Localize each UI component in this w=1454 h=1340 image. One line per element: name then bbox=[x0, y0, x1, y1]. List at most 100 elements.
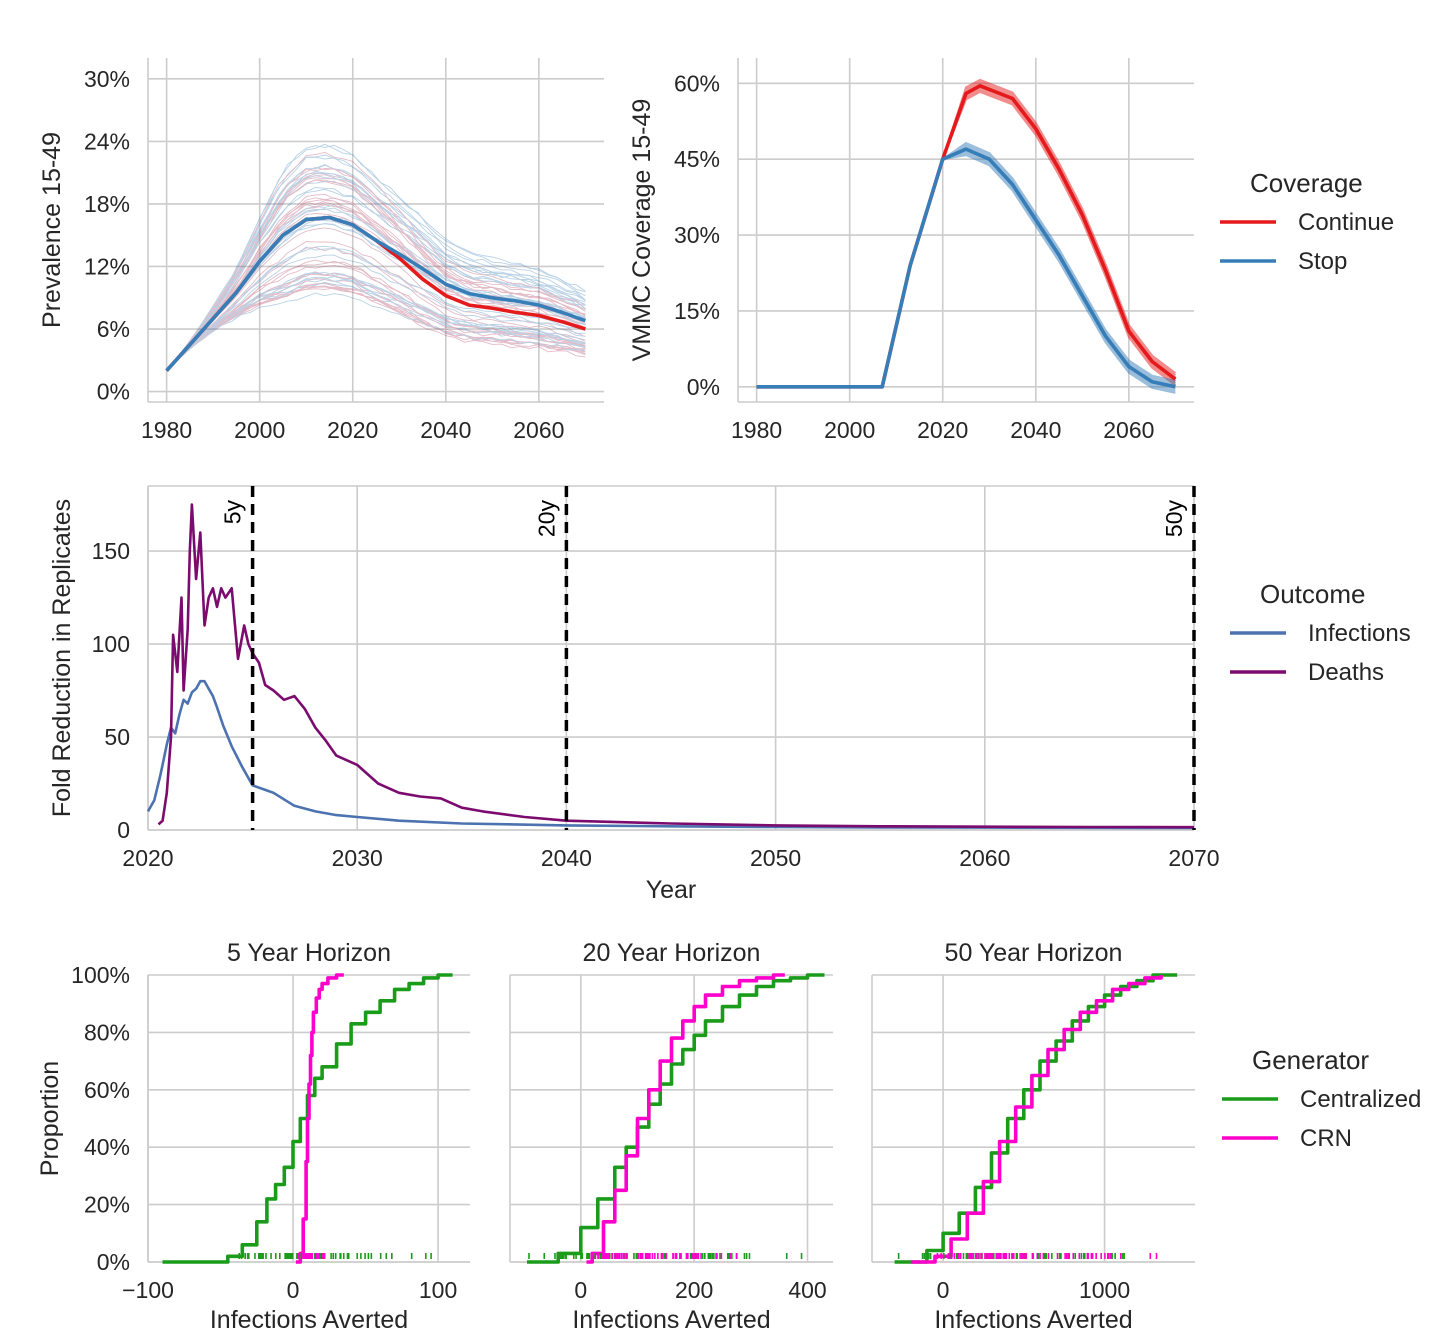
replicate-line bbox=[166, 276, 586, 372]
rug-centralized bbox=[238, 1253, 432, 1259]
y-tick-label: 50 bbox=[104, 724, 130, 750]
replicate-line bbox=[166, 174, 586, 371]
y-tick-label: 6% bbox=[97, 316, 130, 342]
replicate-line bbox=[756, 152, 1176, 392]
replicate-line bbox=[166, 265, 586, 372]
y-tick-label: 100 bbox=[92, 631, 130, 657]
replicate-line bbox=[166, 260, 586, 372]
x-tick-label: 0 bbox=[937, 1277, 950, 1303]
replicate-line bbox=[166, 143, 586, 371]
replicate-line bbox=[166, 287, 586, 372]
replicate-line bbox=[166, 179, 586, 371]
y-tick-label: 15% bbox=[674, 298, 720, 324]
y-tick-label: 30% bbox=[674, 222, 720, 248]
replicate-line bbox=[166, 273, 586, 372]
replicate-line bbox=[166, 271, 586, 372]
y-tick-label: 0 bbox=[117, 817, 130, 843]
rug-crn bbox=[591, 1253, 738, 1259]
x-axis-label: Infections Averted bbox=[572, 1306, 770, 1334]
y-axis-label: Fold Reduction in Replicates bbox=[48, 499, 76, 817]
replicate-line bbox=[166, 187, 586, 371]
series-line-centralized bbox=[894, 973, 1178, 1264]
replicate-line bbox=[166, 175, 586, 371]
replicate-line bbox=[166, 246, 586, 372]
panel-bottom-2: 0 200 400 Infections Averted 20 Year Horizon bbox=[509, 939, 833, 1334]
horizon-label: 50y bbox=[1161, 500, 1187, 538]
replicate-line bbox=[166, 271, 586, 372]
replicate-line bbox=[166, 278, 586, 372]
replicate-line bbox=[166, 144, 586, 371]
legend-label: Infections bbox=[1308, 620, 1411, 647]
replicate-line bbox=[166, 286, 586, 372]
horizon-label: 5y bbox=[220, 500, 246, 525]
y-tick-label: 100% bbox=[71, 962, 130, 988]
x-axis-label: Year bbox=[646, 876, 697, 904]
series-line-deaths bbox=[157, 503, 1195, 829]
y-tick-label: 60% bbox=[674, 70, 720, 96]
y-tick-label: 150 bbox=[92, 538, 130, 564]
x-tick-label: 200 bbox=[675, 1277, 713, 1303]
series-line-stop bbox=[756, 147, 1176, 389]
y-tick-label: 0% bbox=[97, 379, 130, 405]
y-axis-label: Proportion bbox=[36, 1061, 64, 1176]
x-tick-label: 0 bbox=[287, 1277, 300, 1303]
replicate-line bbox=[166, 292, 586, 372]
legend: Generator Centralized CRN bbox=[1222, 1045, 1421, 1152]
replicate-line bbox=[166, 180, 586, 371]
y-tick-label: 24% bbox=[84, 128, 130, 154]
replicate-lines bbox=[166, 143, 586, 372]
replicate-line bbox=[166, 227, 586, 372]
replicate-line bbox=[756, 150, 1176, 390]
replicate-line bbox=[166, 271, 586, 372]
legend-label: CRN bbox=[1300, 1125, 1352, 1152]
legend-label: Continue bbox=[1298, 209, 1394, 236]
x-tick-label: 1000 bbox=[1079, 1277, 1130, 1303]
replicate-line bbox=[166, 156, 586, 371]
replicate-line bbox=[166, 285, 586, 372]
panel-title: 20 Year Horizon bbox=[583, 939, 761, 967]
replicate-line bbox=[166, 164, 586, 371]
replicate-line bbox=[166, 241, 586, 372]
replicate-line bbox=[166, 151, 586, 371]
y-tick-label: 40% bbox=[84, 1134, 130, 1160]
x-tick-label: 2030 bbox=[332, 845, 383, 871]
panel-top-right: 1980 2000 2020 2040 2060 0% 15% 30% 45% 60% VMMC C… bbox=[628, 58, 1394, 443]
x-tick-label: 1980 bbox=[141, 417, 192, 443]
series-line-centralized bbox=[527, 973, 825, 1264]
x-tick-label: 2060 bbox=[513, 417, 564, 443]
legend: Outcome Infections Deaths bbox=[1230, 579, 1411, 686]
rug-crn bbox=[936, 1253, 1158, 1259]
y-axis-label: Prevalence 15-49 bbox=[38, 132, 66, 328]
replicate-line bbox=[166, 282, 586, 372]
x-tick-label: 2020 bbox=[327, 417, 378, 443]
replicate-line bbox=[166, 172, 586, 371]
x-tick-label: 0 bbox=[574, 1277, 587, 1303]
replicate-line bbox=[166, 207, 586, 372]
panel-bottom-1: −100 0 100 0% 20% 40% 60% 80% 100% Proportion Infe… bbox=[36, 939, 1421, 1334]
series-line-infections bbox=[146, 679, 1195, 830]
replicate-line bbox=[166, 259, 586, 372]
replicate-line bbox=[166, 201, 586, 371]
replicate-line bbox=[166, 254, 586, 372]
y-tick-label: 12% bbox=[84, 253, 130, 279]
panel-title: 5 Year Horizon bbox=[227, 939, 391, 967]
x-tick-label: 2040 bbox=[1010, 417, 1061, 443]
rug-centralized bbox=[528, 1253, 803, 1259]
x-tick-label: 2000 bbox=[824, 417, 875, 443]
replicate-line bbox=[166, 245, 586, 372]
replicate-line bbox=[166, 177, 586, 371]
legend-label: Deaths bbox=[1308, 659, 1384, 686]
replicate-line bbox=[166, 199, 586, 372]
panel-middle: 2020 2030 2040 2050 2060 2070 0 50 100 150 Fold Re… bbox=[48, 485, 1411, 904]
series-line-crn bbox=[295, 973, 344, 1264]
replicate-line bbox=[756, 154, 1176, 394]
replicate-line bbox=[166, 166, 586, 371]
replicate-line bbox=[166, 272, 586, 372]
replicate-line bbox=[166, 193, 586, 371]
y-tick-label: 80% bbox=[84, 1019, 130, 1045]
x-tick-label: 1980 bbox=[731, 417, 782, 443]
legend: Coverage Continue Stop bbox=[1220, 168, 1394, 275]
panel-bottom-3: 0 1000 Infections Averted 50 Year Horizon bbox=[871, 939, 1195, 1334]
y-tick-label: 45% bbox=[674, 146, 720, 172]
y-tick-label: 0% bbox=[687, 374, 720, 400]
